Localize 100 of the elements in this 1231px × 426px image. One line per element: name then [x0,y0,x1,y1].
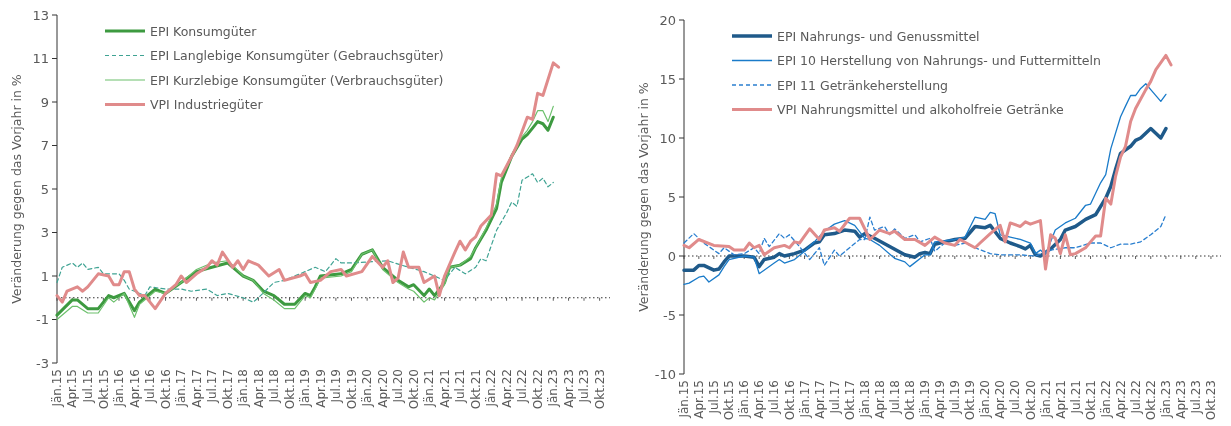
x-tick-label: Okt.20 [406,369,421,410]
x-tick-label: Jän.20 [978,380,993,419]
x-tick-label: Jul.22 [1128,380,1143,415]
x-tick-label: Apr.19 [313,369,328,408]
y-tick-label: 5 [40,181,49,197]
y-axis-title: Veränderung gegen das Vorjahr in % [636,82,651,312]
y-tick-label: 3 [40,225,49,241]
line-series [56,173,554,303]
x-tick-label: Okt.19 [963,380,978,421]
x-tick-label: Apr.21 [437,369,452,408]
x-tick-label: Okt.17 [220,369,235,410]
x-tick-label: Okt.18 [902,380,917,421]
legend-label: EPI Kurzlebige Konsumgüter (Verbrauchsgüter) [150,72,444,88]
x-tick-label: Apr.15 [65,369,80,408]
x-tick-label: Jul.21 [453,369,468,404]
legend-label: EPI 11 Getränkeherstellung [777,77,949,93]
legend-label: VPI Nahrungsmittel und alkoholfreie Getränke [777,102,1064,117]
y-tick-label: -10 [654,366,676,382]
y-tick-label: -3 [36,355,49,371]
x-tick-label: Jul.18 [267,369,282,404]
x-tick-label: Jul.23 [577,369,592,404]
y-tick-label: -1 [36,312,49,328]
x-tick-label: Okt.19 [344,369,359,410]
x-tick-label: Jän.18 [857,380,872,419]
x-tick-label: Apr.20 [993,380,1008,419]
x-tick-label: Jul.19 [948,380,963,415]
x-tick-label: Jul.17 [205,369,220,404]
x-tick-label: Jän.15 [677,380,692,419]
x-tick-label: Apr.22 [1113,380,1128,419]
y-tick-label: 5 [667,189,676,205]
x-tick-label: Apr.17 [812,380,827,419]
x-tick-label: Apr.16 [127,369,142,408]
x-tick-label: Okt.15 [96,369,111,410]
x-tick-label: Jul.22 [515,369,530,404]
x-tick-label: Jul.20 [1008,380,1023,415]
x-tick-label: Okt.22 [1143,380,1158,421]
x-tick-label: Okt.23 [1204,380,1219,421]
legend-label: EPI Langlebige Konsumgüter (Gebrauchsgüter) [150,48,444,63]
x-tick-label: Okt.15 [722,380,737,421]
x-tick-label: Jul.18 [887,380,902,415]
x-tick-label: Jul.20 [391,369,406,404]
x-tick-label: Okt.18 [282,369,297,410]
x-tick-label: Jul.19 [329,369,344,404]
x-tick-label: Jän.23 [1159,380,1174,419]
y-axis-title: Veränderung gegen das Vorjahr in % [9,74,24,304]
x-tick-label: Jän.21 [422,369,437,408]
y-tick-label: -5 [663,307,676,323]
x-tick-label: Jän.20 [360,369,375,408]
x-tick-label: Okt.17 [842,380,857,421]
x-tick-label: Jän.16 [112,369,127,408]
x-tick-label: Jul.21 [1068,380,1083,415]
x-tick-label: Jul.17 [827,380,842,415]
x-tick-label: Apr.21 [1053,380,1068,419]
x-tick-label: Okt.16 [782,380,797,421]
y-tick-label: 15 [659,71,676,87]
x-tick-label: Apr.16 [752,380,767,419]
legend-label: VPI Industriegüter [150,97,264,112]
x-tick-label: Jul.16 [143,369,158,404]
y-tick-label: 10 [659,130,676,146]
x-tick-label: Jän.17 [797,380,812,419]
x-tick-label: Jän.15 [50,369,65,408]
x-tick-label: Jän.23 [546,369,561,408]
y-tick-label: 13 [32,7,49,23]
y-tick-label: 11 [32,51,49,67]
y-tick-label: 7 [40,138,49,154]
x-tick-label: Okt.22 [530,369,545,410]
x-tick-label: Apr.22 [499,369,514,408]
y-tick-label: 9 [40,94,49,110]
x-tick-label: Apr.19 [933,380,947,419]
x-tick-label: Jul.15 [707,380,722,415]
line-series [683,214,1167,267]
legend-label: EPI Konsumgüter [150,23,258,39]
x-tick-label: Apr.17 [189,369,204,408]
line-series [682,53,1173,271]
y-tick-label: 20 [659,12,676,28]
x-tick-label: Jul.16 [767,380,782,415]
x-tick-label: Jän.22 [484,369,499,408]
x-tick-label: Apr.23 [1173,380,1188,419]
x-tick-label: Okt.23 [592,369,607,410]
x-tick-label: Okt.21 [468,369,483,410]
x-tick-label: Jul.23 [1188,380,1203,415]
legend-label: EPI 10 Herstellung von Nahrungs- und Futtermitteln [777,53,1101,68]
x-tick-label: Jän.16 [737,380,752,419]
x-tick-label: Jän.18 [236,369,251,408]
x-tick-label: Okt.21 [1083,380,1098,421]
x-tick-label: Jän.19 [298,369,313,408]
x-tick-label: Apr.23 [561,369,576,408]
legend-label: EPI Nahrungs- und Genussmittel [777,28,980,44]
x-tick-label: Apr.18 [251,369,266,408]
x-tick-label: Okt.16 [158,369,173,410]
x-tick-label: Jän.21 [1038,380,1053,419]
y-tick-label: 1 [40,268,49,284]
x-tick-label: Apr.15 [692,380,707,419]
x-tick-label: Apr.18 [872,380,887,419]
y-tick-label: 0 [667,248,676,264]
x-tick-label: Okt.20 [1023,380,1038,421]
x-tick-label: Jän.19 [918,380,933,419]
line-series [55,61,561,311]
x-tick-label: Jän.17 [174,369,189,408]
x-tick-label: Apr.20 [375,369,390,408]
